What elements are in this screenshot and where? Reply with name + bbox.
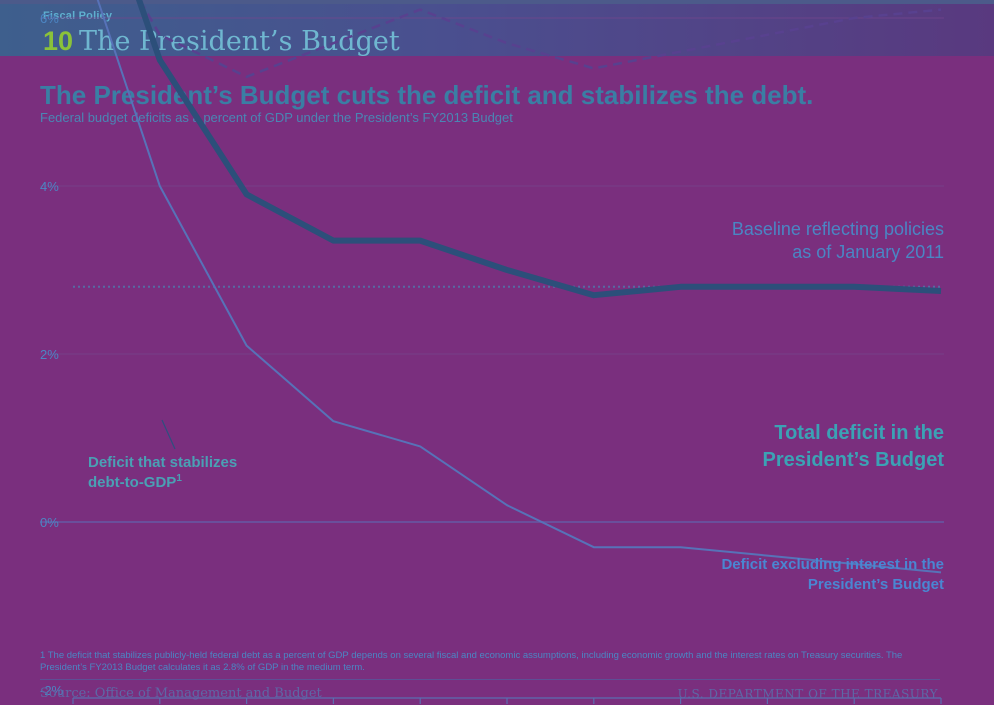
section-title-text: The President’s Budget <box>79 26 400 57</box>
chart-title: The President’s Budget cuts the deficit … <box>40 80 814 110</box>
y-tick-label: 4% <box>40 179 59 194</box>
footnote-superscript: 1 <box>176 473 182 484</box>
department-name: U.S. DEPARTMENT OF THE TREASURY <box>677 687 938 701</box>
series-line-baseline <box>138 0 942 79</box>
stabilize-label-text: debt-to-GDP <box>88 474 176 491</box>
gridlines <box>40 17 944 523</box>
source-credit: Source: Office of Management and Budget <box>40 686 322 701</box>
stabilize-label-line2: debt-to-GDP1 <box>88 473 182 491</box>
chart-subtitle: Federal budget deficits as a percent of … <box>40 110 513 125</box>
excl-label-line1: Deficit excluding interest in the <box>721 556 944 573</box>
y-tick-label: 6% <box>40 11 59 26</box>
footnote: 1 The deficit that stabilizes publicly-h… <box>40 650 903 673</box>
baseline-label-line2: as of January 2011 <box>792 242 944 262</box>
total-label-line1: Total deficit in the <box>774 422 944 444</box>
top-band <box>0 0 994 4</box>
series-line-excluding_interest <box>96 0 942 574</box>
series-line-total_deficit <box>135 0 942 299</box>
excl-label-line2: President’s Budget <box>808 576 944 593</box>
section-header: Fiscal Policy 10 The President’s Budget <box>0 4 994 57</box>
total-label-line2: President’s Budget <box>762 449 944 471</box>
y-axis-ticks: -2%0%2%4%6%8% <box>40 11 64 698</box>
stabilize-label-line1: Deficit that stabilizes <box>88 454 237 471</box>
y-tick-label: -2% <box>40 683 64 698</box>
y-tick-label: 0% <box>40 515 59 530</box>
series-lines <box>96 0 942 574</box>
stabilize-pointer <box>161 419 176 450</box>
footer-divider <box>40 679 940 680</box>
baseline-label-line1: Baseline reflecting policies <box>732 219 944 239</box>
section-label: Fiscal Policy <box>43 10 113 22</box>
y-tick-label: 2% <box>40 347 59 362</box>
section-title: 10 The President’s Budget <box>43 26 400 57</box>
x-axis: 2012'13'14'15'16'17'18'19'20'21'22 <box>72 697 942 704</box>
section-number: 10 <box>43 26 74 56</box>
